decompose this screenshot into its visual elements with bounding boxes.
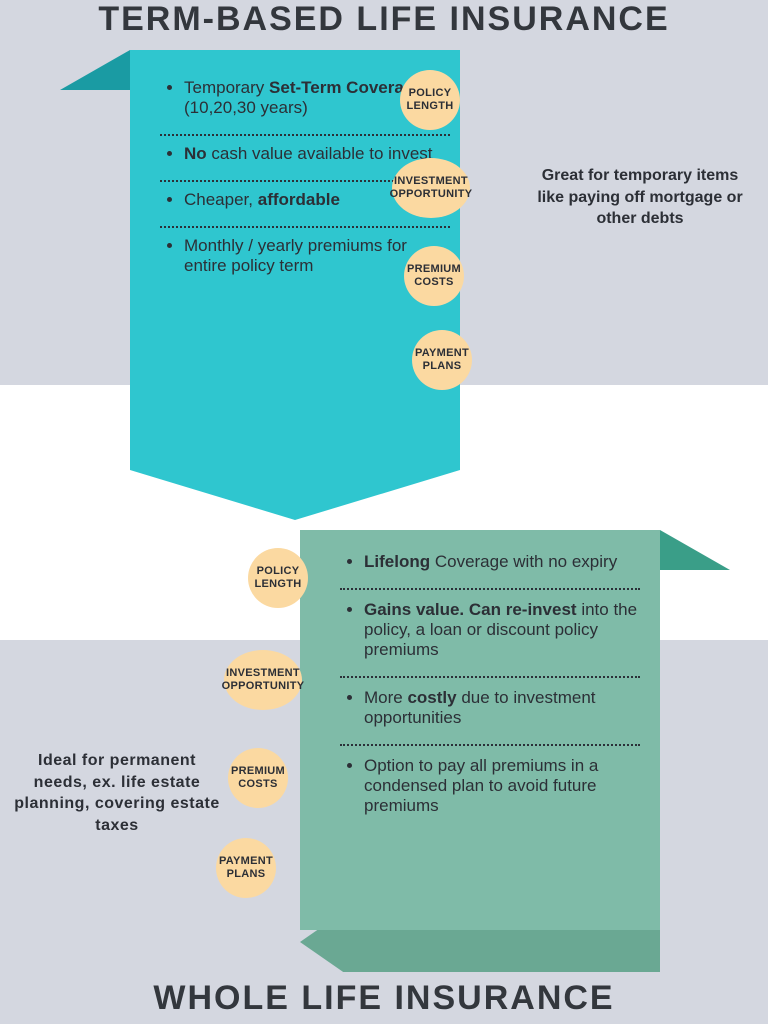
bubble-investment-opportunity: INVESTMENT OPPORTUNITY — [224, 650, 302, 710]
side-note-whole: Ideal for permanent needs, ex. life esta… — [12, 750, 222, 836]
ribbon-whole-flap — [660, 530, 730, 570]
title-term: TERM-BASED LIFE INSURANCE — [0, 0, 768, 39]
row-bold: affordable — [258, 190, 340, 209]
row-bold: No — [184, 144, 207, 163]
bubble-investment-opportunity: INVESTMENT OPPORTUNITY — [392, 158, 470, 218]
whole-row: Lifelong Coverage with no expiry — [340, 542, 640, 590]
bubble-premium-costs: PREMIUM COSTS — [404, 246, 464, 306]
row-post: Coverage with no expiry — [430, 552, 617, 571]
ribbon-whole: Lifelong Coverage with no expiry Gains v… — [300, 530, 720, 960]
side-note-term: Great for temporary items like paying of… — [530, 165, 750, 230]
row-pre: Cheaper, — [184, 190, 258, 209]
bubble-policy-length: POLICY LENGTH — [248, 548, 308, 608]
whole-row: Option to pay all premiums in a condense… — [340, 746, 640, 832]
title-whole: WHOLE LIFE INSURANCE — [0, 979, 768, 1018]
row-pre: Option to pay all premiums in a condense… — [364, 756, 598, 815]
row-pre: More — [364, 688, 407, 707]
ribbon-term: Temporary Set-Term Coverage (10,20,30 ye… — [60, 50, 440, 470]
ribbon-whole-body: Lifelong Coverage with no expiry Gains v… — [300, 530, 660, 930]
row-bold: costly — [407, 688, 456, 707]
whole-row: Gains value. Can re-invest into the poli… — [340, 590, 640, 678]
bubble-payment-plans: PAYMENT PLANS — [412, 330, 472, 390]
row-pre: Temporary — [184, 78, 269, 97]
whole-rows: Lifelong Coverage with no expiry Gains v… — [340, 542, 640, 832]
ribbon-term-flap — [60, 50, 130, 90]
bubble-premium-costs: PREMIUM COSTS — [228, 748, 288, 808]
row-post: cash value available to invest — [207, 144, 433, 163]
row-post: (10,20,30 years) — [184, 98, 308, 117]
bubble-policy-length: POLICY LENGTH — [400, 70, 460, 130]
row-bold: Lifelong — [364, 552, 430, 571]
row-pre: Monthly / yearly premiums for entire pol… — [184, 236, 407, 275]
bubble-payment-plans: PAYMENT PLANS — [216, 838, 276, 898]
row-bold: Gains value. Can re-invest — [364, 600, 577, 619]
whole-row: More costly due to investment opportunit… — [340, 678, 640, 746]
